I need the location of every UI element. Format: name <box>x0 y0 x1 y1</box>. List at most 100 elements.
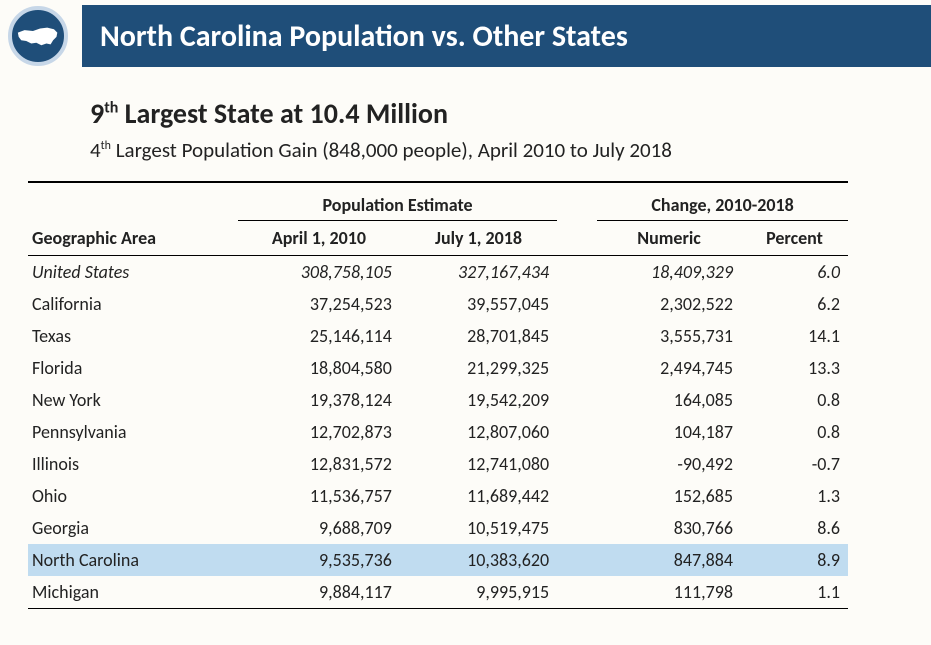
cell-p2018: 327,167,434 <box>400 256 557 289</box>
population-table-body: United States308,758,105327,167,434 18,40… <box>28 256 848 609</box>
cell-num: 3,555,731 <box>597 320 741 352</box>
cell-p2010: 308,758,105 <box>238 256 400 289</box>
cell-p2018: 10,383,620 <box>400 544 557 576</box>
cell-gap <box>557 256 597 289</box>
header-bar: North Carolina Population vs. Other Stat… <box>0 0 931 72</box>
cell-num: 830,766 <box>597 512 741 544</box>
subhead-rank-suffix: th <box>101 139 111 153</box>
content-area: 9th Largest State at 10.4 Million 4th La… <box>0 72 931 609</box>
cell-geo: Illinois <box>28 448 238 480</box>
table-row: Ohio11,536,75711,689,442 152,6851.3 <box>28 480 848 512</box>
cell-pct: 0.8 <box>741 384 848 416</box>
col-section-pop-estimate: Population Estimate <box>238 190 557 221</box>
cell-gap <box>557 448 597 480</box>
table-row: Michigan9,884,1179,995,915 111,7981.1 <box>28 576 848 609</box>
cell-pct: 1.1 <box>741 576 848 609</box>
cell-pct: 0.8 <box>741 416 848 448</box>
cell-num: 2,302,522 <box>597 288 741 320</box>
cell-gap <box>557 480 597 512</box>
cell-gap <box>557 352 597 384</box>
nc-logo-icon <box>8 6 68 66</box>
cell-gap <box>557 544 597 576</box>
table-row: Florida18,804,58021,299,325 2,494,74513.3 <box>28 352 848 384</box>
cell-p2018: 28,701,845 <box>400 320 557 352</box>
headline-rank: 9 <box>90 96 104 131</box>
cell-geo: Florida <box>28 352 238 384</box>
nc-silhouette-icon <box>17 24 59 48</box>
headline: 9th Largest State at 10.4 Million <box>90 96 901 131</box>
cell-p2010: 12,702,873 <box>238 416 400 448</box>
cell-gap <box>557 576 597 609</box>
cell-p2018: 19,542,209 <box>400 384 557 416</box>
page-title: North Carolina Population vs. Other Stat… <box>100 18 628 55</box>
cell-pct: 8.9 <box>741 544 848 576</box>
col-geo: Geographic Area <box>28 221 238 256</box>
cell-num: 152,685 <box>597 480 741 512</box>
cell-geo: California <box>28 288 238 320</box>
cell-geo: New York <box>28 384 238 416</box>
subhead-text: Largest Population Gain (848,000 people)… <box>111 137 672 163</box>
cell-p2010: 25,146,114 <box>238 320 400 352</box>
cell-geo: Pennsylvania <box>28 416 238 448</box>
cell-p2018: 39,557,045 <box>400 288 557 320</box>
headline-text: Largest State at 10.4 Million <box>118 96 448 131</box>
headline-rank-suffix: th <box>104 99 118 118</box>
cell-p2010: 37,254,523 <box>238 288 400 320</box>
cell-p2010: 9,535,736 <box>238 544 400 576</box>
table-row: California37,254,52339,557,045 2,302,5226… <box>28 288 848 320</box>
cell-pct: 13.3 <box>741 352 848 384</box>
table-row: Texas25,146,11428,701,845 3,555,73114.1 <box>28 320 848 352</box>
cell-num: 18,409,329 <box>597 256 741 289</box>
cell-p2018: 12,807,060 <box>400 416 557 448</box>
cell-pct: 1.3 <box>741 480 848 512</box>
cell-geo: Ohio <box>28 480 238 512</box>
population-table: Population Estimate Change, 2010-2018 Ge… <box>28 181 848 609</box>
cell-num: 847,884 <box>597 544 741 576</box>
table-row: Pennsylvania12,702,87312,807,060 104,1870… <box>28 416 848 448</box>
cell-p2010: 9,688,709 <box>238 512 400 544</box>
table-row: New York19,378,12419,542,209 164,0850.8 <box>28 384 848 416</box>
cell-gap <box>557 512 597 544</box>
col-numeric: Numeric <box>597 221 741 256</box>
cell-p2010: 19,378,124 <box>238 384 400 416</box>
cell-gap <box>557 320 597 352</box>
cell-p2018: 21,299,325 <box>400 352 557 384</box>
table-row: North Carolina9,535,73610,383,620 847,884… <box>28 544 848 576</box>
cell-num: 164,085 <box>597 384 741 416</box>
cell-gap <box>557 416 597 448</box>
cell-geo: Texas <box>28 320 238 352</box>
cell-geo: Michigan <box>28 576 238 609</box>
cell-p2018: 12,741,080 <box>400 448 557 480</box>
title-strip: North Carolina Population vs. Other Stat… <box>82 5 931 67</box>
col-percent: Percent <box>741 221 848 256</box>
cell-p2018: 9,995,915 <box>400 576 557 609</box>
cell-num: 104,187 <box>597 416 741 448</box>
table-row: Georgia9,688,70910,519,475 830,7668.6 <box>28 512 848 544</box>
subhead-rank: 4 <box>90 137 101 163</box>
cell-p2010: 18,804,580 <box>238 352 400 384</box>
cell-pct: 6.0 <box>741 256 848 289</box>
cell-p2010: 9,884,117 <box>238 576 400 609</box>
cell-geo: Georgia <box>28 512 238 544</box>
cell-pct: 8.6 <box>741 512 848 544</box>
cell-pct: 14.1 <box>741 320 848 352</box>
cell-gap <box>557 384 597 416</box>
cell-p2018: 10,519,475 <box>400 512 557 544</box>
col-2018: July 1, 2018 <box>400 221 557 256</box>
cell-geo: North Carolina <box>28 544 238 576</box>
cell-gap <box>557 288 597 320</box>
cell-geo: United States <box>28 256 238 289</box>
cell-pct: -0.7 <box>741 448 848 480</box>
cell-num: 2,494,745 <box>597 352 741 384</box>
cell-pct: 6.2 <box>741 288 848 320</box>
cell-num: 111,798 <box>597 576 741 609</box>
subheadline: 4th Largest Population Gain (848,000 peo… <box>90 137 901 163</box>
cell-p2010: 12,831,572 <box>238 448 400 480</box>
col-2010: April 1, 2010 <box>238 221 400 256</box>
col-section-change: Change, 2010-2018 <box>597 190 848 221</box>
table-row: Illinois12,831,57212,741,080 -90,492-0.7 <box>28 448 848 480</box>
table-row: United States308,758,105327,167,434 18,40… <box>28 256 848 289</box>
cell-num: -90,492 <box>597 448 741 480</box>
cell-p2018: 11,689,442 <box>400 480 557 512</box>
cell-p2010: 11,536,757 <box>238 480 400 512</box>
